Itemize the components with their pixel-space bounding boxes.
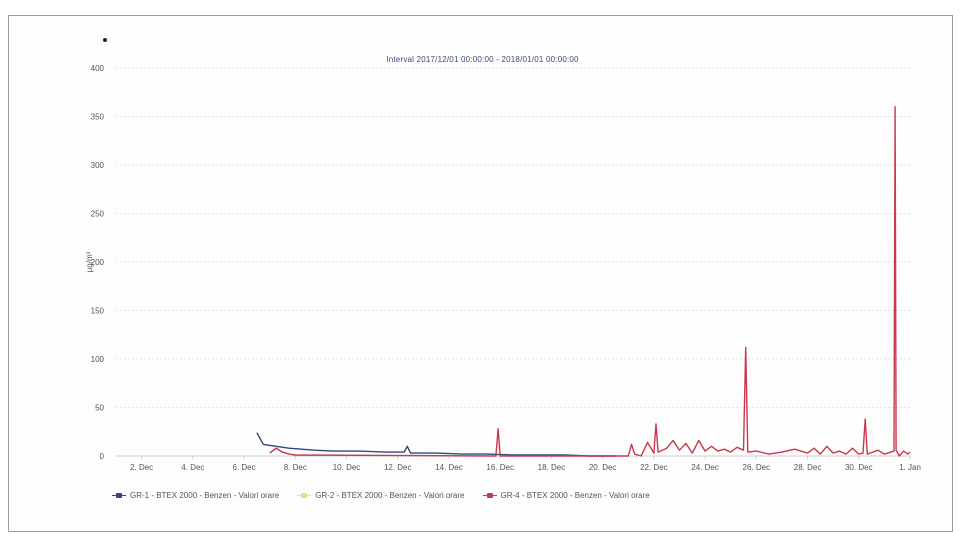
xtick-label: 16. Dec bbox=[486, 463, 514, 472]
ytick-label: 400 bbox=[91, 64, 105, 73]
xtick-label: 10. Dec bbox=[333, 463, 361, 472]
xtick-label: 14. Dec bbox=[435, 463, 463, 472]
legend-item-gr1[interactable]: GR-1 - BTEX 2000 - Benzen - Valori orare bbox=[112, 491, 279, 500]
xtick-label: 12. Dec bbox=[384, 463, 412, 472]
y-axis-label: µg/m³ bbox=[85, 251, 94, 272]
xtick-label: 24. Dec bbox=[691, 463, 719, 472]
xtick-label: 22. Dec bbox=[640, 463, 668, 472]
xtick-label: 1. Jan bbox=[899, 463, 921, 472]
xtick-label: 28. Dec bbox=[794, 463, 822, 472]
series-line-3 bbox=[270, 107, 910, 456]
ytick-label: 150 bbox=[91, 307, 105, 316]
legend-swatch-gr4 bbox=[483, 492, 497, 500]
xtick-label: 26. Dec bbox=[743, 463, 771, 472]
legend-label-gr4: GR-4 - BTEX 2000 - Benzen - Valori orare bbox=[501, 491, 650, 500]
ytick-label: 0 bbox=[100, 452, 105, 461]
xtick-label: 2. Dec bbox=[130, 463, 153, 472]
xtick-label: 30. Dec bbox=[845, 463, 873, 472]
xtick-label: 8. Dec bbox=[284, 463, 307, 472]
series-line-1 bbox=[257, 433, 616, 456]
ytick-label: 100 bbox=[91, 355, 105, 364]
ytick-label: 250 bbox=[91, 210, 105, 219]
xtick-label: 20. Dec bbox=[589, 463, 617, 472]
ytick-label: 300 bbox=[91, 161, 105, 170]
xtick-label: 6. Dec bbox=[233, 463, 256, 472]
ytick-label: 50 bbox=[95, 404, 104, 413]
legend-swatch-gr2 bbox=[297, 492, 311, 500]
legend-item-gr2[interactable]: GR-2 - BTEX 2000 - Benzen - Valori orare bbox=[297, 491, 464, 500]
legend-swatch-gr1 bbox=[112, 492, 126, 500]
legend-label-gr2: GR-2 - BTEX 2000 - Benzen - Valori orare bbox=[315, 491, 464, 500]
xtick-label: 18. Dec bbox=[538, 463, 566, 472]
xtick-label: 4. Dec bbox=[181, 463, 204, 472]
legend-label-gr1: GR-1 - BTEX 2000 - Benzen - Valori orare bbox=[130, 491, 279, 500]
chart-legend: GR-1 - BTEX 2000 - Benzen - Valori orare… bbox=[112, 491, 650, 500]
ytick-label: 350 bbox=[91, 113, 105, 122]
legend-item-gr4[interactable]: GR-4 - BTEX 2000 - Benzen - Valori orare bbox=[483, 491, 650, 500]
